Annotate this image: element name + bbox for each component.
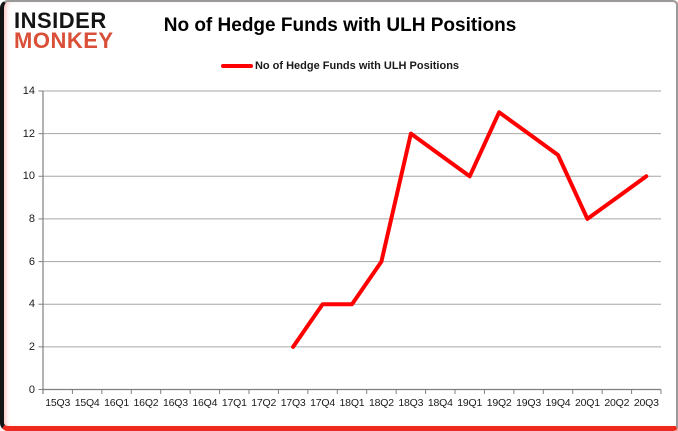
x-axis-label: 16Q1 xyxy=(104,396,129,409)
plot-area xyxy=(38,90,662,394)
x-axis-label: 20Q1 xyxy=(574,396,600,409)
series-line xyxy=(291,110,649,349)
x-axis-label: 18Q3 xyxy=(398,396,424,409)
y-axis-label: 14 xyxy=(22,85,35,97)
x-axis-label: 15Q3 xyxy=(45,396,71,409)
x-axis-label: 17Q2 xyxy=(251,396,277,409)
x-axis-label: 19Q2 xyxy=(486,396,512,409)
x-axis-label: 15Q4 xyxy=(74,396,100,409)
y-axis-label: 6 xyxy=(28,255,35,268)
y-axis-label: 12 xyxy=(22,127,35,140)
legend-label: No of Hedge Funds with ULH Positions xyxy=(254,60,460,72)
line-chart: 0 2 4 6 8 10 12 14 15Q3 15Q4 16Q1 16Q2 16Q3 16Q4 17Q1… xyxy=(4,2,676,426)
x-axis-label: 16Q2 xyxy=(133,396,159,409)
logo-text-insider: INSIDER xyxy=(14,8,107,33)
x-axis-label: 17Q3 xyxy=(280,396,306,409)
legend: No of Hedge Funds with ULH Positions xyxy=(4,60,676,72)
x-axis-label: 20Q3 xyxy=(633,396,659,409)
x-axis-label: 18Q1 xyxy=(339,396,365,409)
y-axis-label: 10 xyxy=(22,170,35,183)
y-axis-label: 8 xyxy=(28,212,35,225)
x-axis-label: 20Q2 xyxy=(604,396,630,409)
y-axis-label: 4 xyxy=(28,298,35,311)
x-axis-label: 19Q1 xyxy=(457,396,483,409)
x-axis-label: 18Q2 xyxy=(368,396,394,409)
y-axis-label: 2 xyxy=(28,340,35,353)
logo-text-monkey: MONKEY xyxy=(14,28,114,54)
x-axis-label: 16Q3 xyxy=(162,396,188,409)
insider-monkey-logo: INSIDER MONKEY xyxy=(14,8,114,54)
x-axis-label: 19Q4 xyxy=(545,396,571,409)
x-axis-label: 19Q3 xyxy=(516,396,541,409)
x-axis-label: 17Q1 xyxy=(221,396,247,409)
y-axis-label: 0 xyxy=(28,383,35,396)
chart-title: No of Hedge Funds with ULH Positions xyxy=(163,15,517,36)
x-axis-label: 18Q4 xyxy=(427,396,453,409)
x-axis-label: 16Q4 xyxy=(192,396,218,409)
x-axis-label: 17Q4 xyxy=(310,396,335,409)
legend-line-swatch xyxy=(220,64,253,68)
